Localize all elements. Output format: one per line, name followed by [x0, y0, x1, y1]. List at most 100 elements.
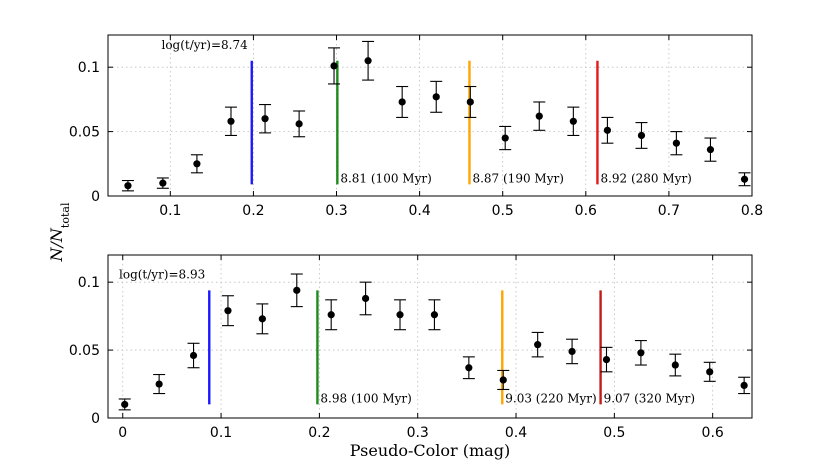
data-point [430, 311, 439, 319]
age-annotation: 9.03 (220 Myr) [505, 391, 596, 405]
age-annotation: 8.98 (100 Myr) [320, 391, 411, 405]
x-tick-label: 0.6 [575, 203, 597, 219]
data-point [432, 93, 440, 101]
data-point [706, 146, 715, 154]
data-point [261, 115, 269, 123]
y-tick-label: 0.1 [78, 60, 100, 76]
data-point [189, 351, 198, 360]
data-point-group [359, 281, 372, 316]
data-point [159, 179, 167, 187]
data-point-group [567, 106, 580, 137]
y-tick-label: 0.05 [69, 125, 100, 141]
x-tick-label: 0.2 [308, 425, 330, 441]
x-tick-label: 0.4 [408, 203, 430, 219]
data-point-group [635, 122, 648, 149]
data-point [330, 62, 338, 70]
data-point [193, 160, 201, 168]
data-point-group [462, 356, 475, 380]
data-point-group [190, 154, 203, 174]
data-point [465, 364, 473, 372]
data-point-group [566, 338, 579, 365]
data-point-group [396, 85, 409, 118]
y-label-subscript: total [59, 202, 72, 228]
age-annotation: log(t/yr)=8.74 [161, 38, 248, 52]
data-point-group [156, 177, 169, 189]
x-tick-label: 0.6 [702, 425, 724, 441]
data-point [396, 311, 404, 319]
age-annotation: 8.92 (280 Myr) [600, 171, 691, 185]
age-annotation: 8.87 (190 Myr) [472, 171, 563, 185]
data-point [362, 294, 370, 303]
data-point-group [600, 346, 613, 373]
data-point [398, 98, 406, 106]
data-point-group [499, 125, 512, 151]
data-point [293, 286, 301, 294]
x-tick-label: 0.2 [242, 203, 264, 219]
data-point [568, 347, 576, 356]
data-point-group [670, 131, 683, 156]
data-point [327, 311, 335, 319]
data-point-group [738, 172, 751, 187]
data-point [740, 381, 748, 389]
data-point [569, 117, 577, 125]
data-point [706, 368, 714, 376]
data-point [672, 139, 680, 147]
data-point-group [394, 299, 407, 331]
data-point-group [531, 331, 544, 358]
data-point-group [738, 376, 751, 395]
axes-frame [107, 254, 753, 419]
top-panel: 0.1 0.2 0.3 0.4 0.5 0.6 0.7 0.8 0 0.05 0.1 log(t/yr… [69, 34, 763, 219]
data-point-group [224, 106, 237, 137]
data-point [227, 117, 235, 125]
y-tick-label: 0.05 [69, 343, 100, 359]
data-point [534, 341, 542, 349]
data-point-group [325, 299, 338, 331]
data-point-group [703, 361, 716, 382]
data-point-group [601, 116, 614, 144]
data-point-group [118, 398, 131, 411]
data-point-group [533, 101, 546, 131]
x-tick-label: 0.3 [407, 425, 429, 441]
axes-frame [107, 34, 753, 197]
data-point-group [430, 80, 443, 113]
data-point [364, 57, 372, 65]
y-axis-label: N/Ntotal [47, 202, 72, 262]
data-point-group [259, 104, 272, 134]
x-tick-label: 0.4 [505, 425, 527, 441]
data-point-group [293, 110, 306, 138]
data-point-group [497, 369, 510, 391]
x-tick-label: 0.5 [603, 425, 625, 441]
x-tick-label: 0.1 [159, 203, 181, 219]
x-tick-label: 0.3 [325, 203, 347, 219]
y-tick-label: 0 [91, 411, 100, 427]
x-tick-label: 0.1 [210, 425, 232, 441]
data-point-group [153, 373, 166, 395]
data-point-group [256, 303, 269, 335]
age-annotation: 9.07 (320 Myr) [604, 391, 695, 405]
x-tick-label: 0.7 [658, 203, 680, 219]
data-point [124, 182, 132, 190]
data-point-group [669, 353, 682, 377]
y-tick-label: 0.1 [78, 275, 100, 291]
data-point [637, 349, 645, 357]
data-point [121, 400, 129, 409]
data-point [535, 112, 543, 120]
y-label-main: N/N [47, 227, 66, 262]
data-point-group [362, 40, 375, 81]
data-point [501, 134, 509, 142]
data-point [224, 307, 232, 315]
data-point-group [634, 340, 647, 366]
data-point-group [464, 85, 477, 118]
data-point [637, 131, 646, 140]
data-point [740, 175, 749, 183]
data-point-group [121, 179, 134, 192]
data-point [155, 380, 163, 388]
data-point-group [221, 295, 234, 327]
data-point-group [704, 137, 717, 162]
data-point [602, 355, 611, 364]
data-point-group [428, 299, 441, 331]
x-tick-label: 0.5 [492, 203, 514, 219]
data-point-group [290, 273, 303, 308]
age-annotation: log(t/yr)=8.93 [119, 267, 205, 281]
